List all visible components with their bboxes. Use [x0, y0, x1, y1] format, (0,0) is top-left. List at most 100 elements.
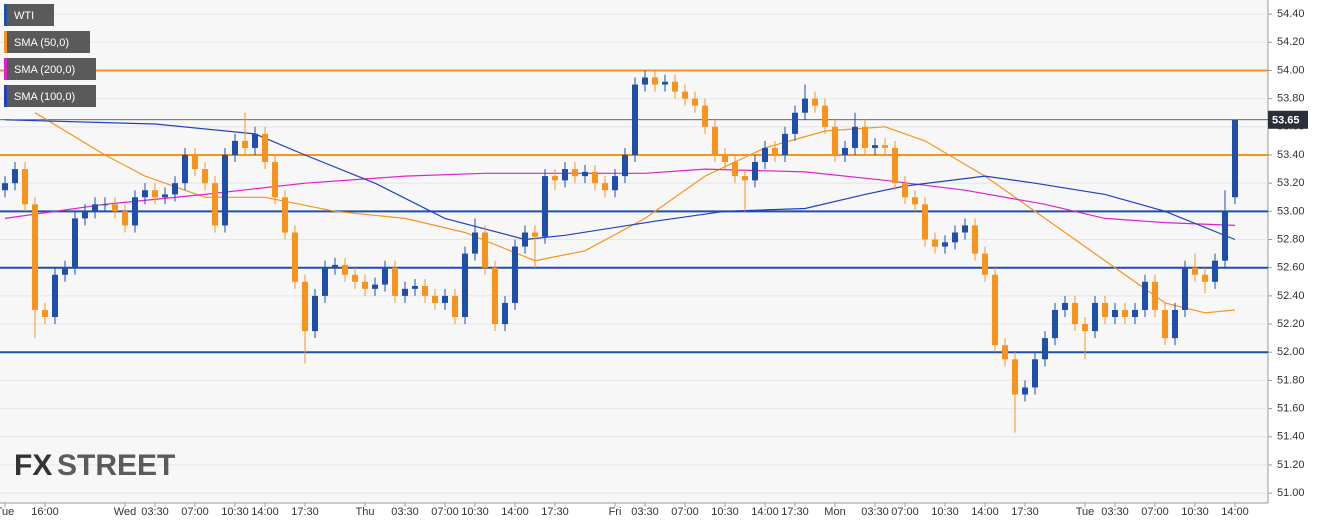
candle-body: [712, 126, 718, 155]
candle-body: [932, 239, 938, 247]
candle-body: [542, 176, 548, 237]
candle-body: [1122, 309, 1128, 318]
candle-body: [1082, 324, 1088, 332]
candle-body: [652, 77, 658, 85]
candle-body: [72, 218, 78, 268]
candle-body: [362, 281, 368, 289]
y-tick-label: 53.20: [1277, 177, 1305, 189]
candle-body: [1002, 345, 1008, 360]
candle-body: [492, 267, 498, 325]
candle-body: [1012, 359, 1018, 395]
x-tick-label: 07:00: [431, 506, 459, 518]
candle-body: [182, 154, 188, 184]
x-tick-label: Mon: [824, 506, 845, 518]
candle-body: [412, 286, 418, 289]
candle-body: [422, 286, 428, 296]
candle-body: [442, 295, 448, 303]
candle-body: [512, 246, 518, 303]
candle-body: [1152, 281, 1158, 310]
candle-body: [232, 140, 238, 155]
candle-body: [952, 232, 958, 243]
candle-body: [192, 154, 198, 170]
x-tick-label: Tue: [1076, 506, 1095, 518]
candle-body: [672, 81, 678, 92]
candle-body: [402, 288, 408, 296]
candle-body: [772, 147, 778, 155]
x-tick-label: 10:30: [461, 506, 489, 518]
candle-body: [782, 133, 788, 155]
candle-body: [702, 105, 708, 127]
x-tick-label: 17:30: [291, 506, 319, 518]
candle-body: [902, 183, 908, 198]
y-tick-label: 52.20: [1277, 318, 1305, 330]
candle-body: [342, 264, 348, 275]
candle-body: [292, 232, 298, 282]
candle-body: [992, 274, 998, 346]
legend-box: [4, 85, 96, 107]
candle-body: [312, 295, 318, 332]
candle-body: [812, 98, 818, 106]
y-tick-label: 51.80: [1277, 374, 1305, 386]
x-tick-label: Thu: [356, 506, 375, 518]
legend-box: [4, 31, 90, 53]
x-tick-label: Tue: [0, 506, 14, 518]
sma-line: [34, 112, 1236, 314]
candle-body: [372, 284, 378, 289]
candle-body: [622, 154, 628, 177]
candle-body: [692, 98, 698, 106]
x-tick-label: 14:00: [1221, 506, 1249, 518]
y-tick-label: 53.80: [1277, 93, 1305, 105]
x-tick-label: 07:00: [891, 506, 919, 518]
candle-body: [722, 154, 728, 163]
y-tick-label: 51.20: [1277, 459, 1305, 471]
x-tick-label: 07:00: [671, 506, 699, 518]
candle-body: [352, 274, 358, 282]
legend-swatch: [4, 4, 7, 26]
candle-body: [1162, 309, 1168, 339]
candle-body: [1142, 281, 1148, 310]
candle-body: [1042, 338, 1048, 360]
candle-body: [632, 84, 638, 155]
legend-swatch: [4, 85, 7, 107]
candle-body: [972, 225, 978, 254]
legend-swatch: [4, 58, 7, 80]
candle-body: [222, 154, 228, 226]
candle-body: [752, 162, 758, 181]
candle-body: [462, 253, 468, 318]
candle-body: [1232, 119, 1238, 198]
y-tick-label: 53.00: [1277, 205, 1305, 217]
x-tick-label: 03:30: [141, 506, 169, 518]
last-price-label: 53.65: [1272, 115, 1300, 127]
y-tick-label: 54.00: [1277, 64, 1305, 76]
x-tick-label: 03:30: [631, 506, 659, 518]
axes: 51.00 51.20 51.40 51.60 51.80 52.00 52.20 52.40…: [0, 8, 1308, 518]
y-tick-label: 54.40: [1277, 8, 1305, 20]
candle-body: [982, 253, 988, 275]
candle-body: [912, 197, 918, 205]
candle-body: [1072, 302, 1078, 325]
x-tick-label: 14:00: [971, 506, 999, 518]
candle-body: [382, 267, 388, 285]
plot-background: [0, 0, 1268, 503]
candle-body: [1222, 211, 1228, 261]
candles: [2, 70, 1238, 433]
candle-body: [532, 232, 538, 237]
candle-body: [2, 183, 8, 191]
y-tick-label: 53.40: [1277, 149, 1305, 161]
candle-body: [682, 91, 688, 99]
x-tick-label: 17:30: [1011, 506, 1039, 518]
candle-body: [962, 225, 968, 233]
candle-body: [1032, 359, 1038, 388]
candle-body: [552, 176, 558, 181]
x-tick-label: 17:30: [781, 506, 809, 518]
candle-body: [132, 197, 138, 226]
legend-label: SMA (100,0): [14, 91, 75, 103]
candle-body: [1132, 309, 1138, 318]
candle-body: [172, 183, 178, 195]
last-price-box: [1268, 110, 1308, 129]
candle-body: [302, 281, 308, 332]
candle-body: [1062, 302, 1068, 310]
candle-body: [792, 112, 798, 134]
candle-body: [882, 145, 888, 148]
